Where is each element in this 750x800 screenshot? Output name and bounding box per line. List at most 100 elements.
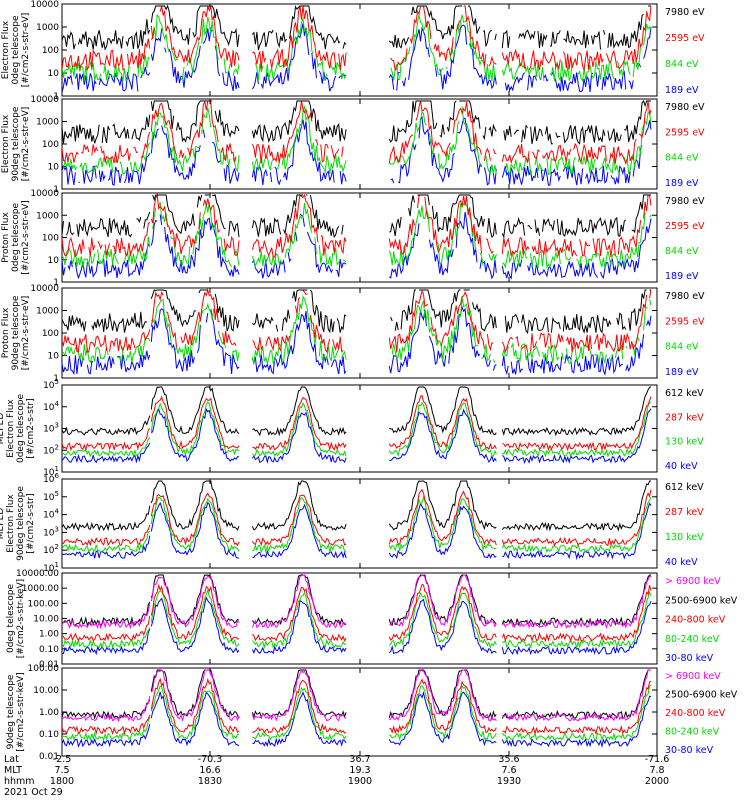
- series-trace: [62, 596, 652, 656]
- legend-entry: 844 eV: [665, 59, 699, 70]
- legend-entry: 2500-6900 keV: [665, 690, 738, 701]
- y-axis-label: Electron Flux0deg telescope[#/cm2-s-str-…: [1, 13, 31, 88]
- series-trace: [62, 305, 652, 376]
- y-tick-label: 100.00: [28, 599, 60, 609]
- y-tick-label: 0.01: [39, 752, 59, 762]
- legend-entry: 844 eV: [665, 153, 699, 164]
- y-tick-label: 10.00: [33, 615, 59, 625]
- series-trace: [62, 289, 651, 335]
- y-tick-label: 10000: [30, 189, 59, 199]
- panel-frame: [61, 667, 658, 757]
- series-trace: [62, 501, 652, 561]
- date-label: 2021 Oct 29: [4, 787, 63, 798]
- y-tick-label: 105: [43, 378, 59, 391]
- panel-3: 10000 1000 100 10 1 Proton Flux0deg telescope…: [1, 189, 705, 288]
- y-tick-label: 10: [48, 256, 60, 266]
- legend-entry: > 6900 keV: [665, 671, 721, 682]
- y-tick-label: 103: [43, 525, 59, 538]
- x-axis-footer: Lat -2.5 -70.3 36.7 35.6 -71.6 MLT 7.5 16.6 19.3 7…: [4, 754, 669, 798]
- x-tick-label: 7.8: [649, 765, 664, 776]
- y-tick-label: 1: [53, 278, 59, 288]
- y-tick-label: 10000.00: [16, 569, 59, 579]
- series-trace: [62, 588, 652, 650]
- y-tick-label: 10: [48, 69, 60, 79]
- y-tick-label: 102: [43, 543, 59, 556]
- legend-entry: 612 keV: [665, 482, 704, 493]
- series-trace: [62, 690, 652, 748]
- x-tick-label: -70.3: [198, 754, 223, 765]
- legend-entry: 40 keV: [665, 557, 698, 568]
- y-tick-label: 104: [43, 508, 59, 521]
- legend-entry: 2500-6900 keV: [665, 595, 738, 606]
- series-trace: [62, 194, 651, 239]
- series-trace: [62, 211, 652, 280]
- x-row-label: hhmm: [4, 776, 35, 787]
- legend-entry: 844 eV: [665, 342, 699, 353]
- y-tick-label: 104: [43, 400, 59, 413]
- y-tick-label: 1: [53, 374, 59, 384]
- legend-entry: 7980 eV: [665, 7, 705, 18]
- panel-7: 10000.00 1000.00 100.00 10.00 1.00 0.10 0.01 0d…: [6, 569, 738, 670]
- y-tick-label: 103: [43, 422, 59, 435]
- y-axis-label: MEPEDElectron Flux0deg telescope[#/cm2-s…: [0, 394, 36, 464]
- legend-entry: 2595 eV: [665, 221, 705, 232]
- x-tick-label: -2.5: [53, 754, 72, 765]
- series-trace: [62, 386, 652, 437]
- panel-1: 10000 1000 100 10 1 Electron Flux0deg telesco…: [1, 0, 705, 102]
- legend-entry: 612 keV: [665, 388, 704, 399]
- legend-entry: 30-80 keV: [665, 745, 714, 756]
- legend-entry: 2595 eV: [665, 316, 705, 327]
- x-row-label: Lat: [4, 754, 19, 765]
- y-tick-label: 0.10: [39, 730, 59, 740]
- series-trace: [62, 100, 651, 145]
- y-tick-label: 100.00: [28, 664, 60, 674]
- panel-frame: [61, 192, 658, 283]
- y-tick-label: 105: [43, 490, 59, 503]
- y-tick-label: 10: [48, 163, 60, 173]
- legend-entry: 130 keV: [665, 437, 704, 448]
- y-tick-label: 1: [53, 185, 59, 195]
- y-axis-label: Electron Flux90deg telescope[#/cm2-s-str…: [1, 106, 31, 181]
- legend-entry: 240-800 keV: [665, 615, 726, 626]
- x-tick-label: 1930: [497, 776, 521, 787]
- legend-entry: 240-800 keV: [665, 708, 726, 719]
- y-tick-label: 10000: [30, 95, 59, 105]
- y-tick-label: 100: [42, 329, 59, 339]
- series-trace: [62, 495, 652, 554]
- series-trace: [62, 13, 652, 83]
- legend-entry: 130 keV: [665, 532, 704, 543]
- series-trace: [62, 288, 652, 354]
- legend-entry: 189 eV: [665, 85, 699, 96]
- y-tick-label: 1000: [36, 307, 59, 317]
- y-tick-label: 102: [43, 443, 59, 456]
- series-trace: [62, 583, 652, 643]
- panel-frame: [61, 287, 658, 379]
- panel-frame: [61, 572, 658, 665]
- x-tick-label: 2000: [645, 776, 669, 787]
- series-trace: [62, 295, 652, 366]
- x-tick-label: 7.5: [54, 765, 69, 776]
- y-axis-label: Proton Flux90deg telescope[#/cm2-s-str-e…: [1, 295, 31, 370]
- y-axis-label: Proton Flux0deg telescope[#/cm2-s-str-eV…: [1, 200, 31, 275]
- legend-entry: 80-240 keV: [665, 727, 720, 738]
- series-trace: [62, 115, 652, 186]
- legend-entry: 844 eV: [665, 246, 699, 257]
- y-tick-label: 1.00: [39, 630, 59, 640]
- series-trace: [62, 407, 652, 464]
- y-axis-label: 0deg telescope[#/cm2-s-str-keV]: [6, 579, 26, 658]
- legend-entry: 287 keV: [665, 412, 704, 423]
- series-trace: [63, 105, 652, 177]
- y-tick-label: 1000: [36, 23, 59, 33]
- x-tick-label: 1800: [50, 776, 74, 787]
- series-trace: [62, 574, 652, 630]
- legend-entry: 2595 eV: [665, 33, 705, 44]
- x-tick-label: 36.7: [349, 754, 370, 765]
- legend-entry: 80-240 keV: [665, 634, 720, 645]
- y-tick-label: 1000: [36, 211, 59, 221]
- y-tick-label: 100: [42, 46, 59, 56]
- series-trace: [62, 669, 651, 721]
- y-tick-label: 10000: [30, 0, 59, 10]
- panel-frame: [61, 3, 658, 97]
- legend-entry: 189 eV: [665, 271, 699, 282]
